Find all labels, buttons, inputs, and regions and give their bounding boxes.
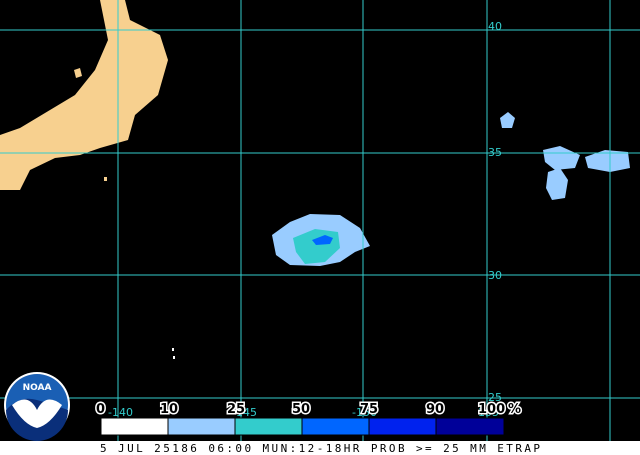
legend-swatch (435, 417, 505, 436)
noaa-logo: NOAA (4, 372, 70, 441)
legend-label: 25 (227, 402, 245, 417)
lat-label: 35 (488, 146, 502, 159)
legend-label: 75 (360, 402, 378, 417)
island (104, 177, 107, 181)
rain-area (312, 235, 333, 245)
island (172, 348, 174, 351)
logo-text: NOAA (23, 383, 52, 393)
legend-label: 50 (292, 402, 310, 417)
island (74, 68, 82, 78)
rain-area (585, 150, 630, 172)
japan (0, 0, 168, 190)
lon-label: 155 (478, 406, 499, 419)
legend-swatch (368, 417, 437, 436)
lat-label: 25 (488, 391, 502, 404)
logo-bird (12, 399, 62, 428)
legend-swatch (167, 417, 236, 436)
caption-bar (0, 441, 640, 455)
lon-label: -140 (108, 406, 133, 419)
legend: 0 10 25 50 75 90 100 % (95, 401, 523, 436)
legend-label: 90 (426, 402, 444, 417)
legend-swatch (301, 417, 370, 436)
legend-swatch (100, 417, 169, 436)
lat-label: 40 (488, 20, 502, 33)
legend-swatch (234, 417, 303, 436)
legend-unit: % (508, 402, 521, 417)
rain-area (546, 168, 568, 200)
rain-area (500, 112, 515, 128)
grid (0, 0, 640, 441)
legend-label: 0 (96, 402, 105, 417)
legend-label: 10 (160, 402, 178, 417)
lon-label: 145 (236, 406, 257, 419)
legend-label: 100 (478, 402, 505, 417)
island (173, 356, 175, 359)
rain-area (543, 146, 580, 170)
caption: 5 JUL 25186 06:00 MUN:12-18HR PROB >= 25… (100, 442, 540, 455)
lat-label: 30 (488, 269, 502, 282)
lon-label: -150 (352, 406, 377, 419)
